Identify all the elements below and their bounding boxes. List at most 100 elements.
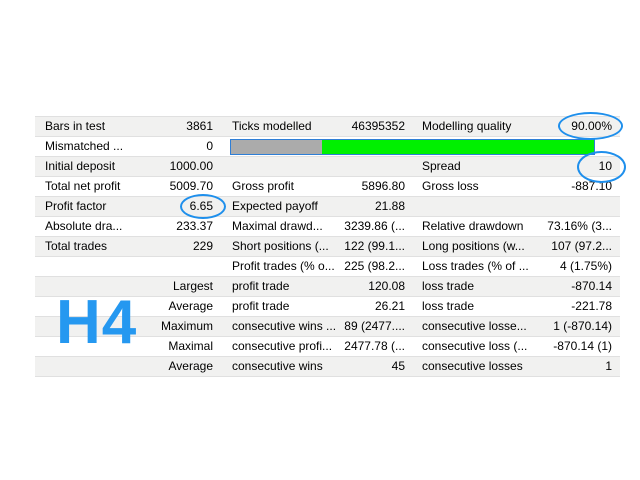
stat-value: -870.14 (1): [553, 339, 612, 353]
stat-value: 90.00%: [571, 119, 612, 133]
stat-label: consecutive losses: [422, 359, 523, 373]
cell-pair: loss trade -221.78: [410, 297, 620, 316]
progress-bar-gray-segment: [231, 139, 323, 154]
stat-value: 120.08: [368, 279, 405, 293]
stat-label: Expected payoff: [232, 199, 318, 213]
stat-label: consecutive loss (...: [422, 339, 528, 353]
stat-label: Long positions (w...: [422, 239, 525, 253]
stat-value: 89 (2477....: [344, 319, 405, 333]
cell-pair: Profit trades (% o... 225 (98.2...: [218, 257, 410, 276]
stat-label: Gross loss: [422, 179, 479, 193]
stat-label: Relative drawdown: [422, 219, 524, 233]
stat-value: Average: [168, 299, 213, 313]
cell-pair: consecutive wins 45: [218, 357, 410, 376]
stat-value: 1: [605, 359, 612, 373]
table-row[interactable]: Maximum consecutive wins ... 89 (2477...…: [35, 317, 620, 337]
cell-pair: Maximum: [35, 317, 218, 336]
stat-label: consecutive wins ...: [232, 319, 337, 333]
stat-value: 1 (-870.14): [553, 319, 612, 333]
cell-pair: Initial deposit 1000.00: [35, 157, 218, 176]
stat-value: 229: [192, 239, 213, 253]
cell-pair: consecutive wins ... 89 (2477....: [218, 317, 410, 336]
cell-pair: Largest: [35, 277, 218, 296]
stat-value: 21.88: [374, 199, 405, 213]
modelling-quality-progress-bar: [230, 138, 595, 155]
stat-value: 2477.78 (...: [344, 339, 405, 353]
cell-pair: consecutive loss (... -870.14 (1): [410, 337, 620, 356]
cell-pair: consecutive losse... 1 (-870.14): [410, 317, 620, 336]
stat-value: 5896.80: [361, 179, 405, 193]
cell-pair: Modelling quality 90.00%: [410, 117, 620, 136]
stat-value: 233.37: [176, 219, 213, 233]
table-row[interactable]: Profit factor 6.65 Expected payoff 21.88: [35, 197, 620, 217]
cell-pair: Long positions (w... 107 (97.2...: [410, 237, 620, 256]
stat-label: Mismatched ...: [45, 139, 124, 153]
cell-pair: Relative drawdown 73.16% (3...: [410, 217, 620, 236]
cell-pair: consecutive losses 1: [410, 357, 620, 376]
stat-value: 3239.86 (...: [344, 219, 405, 233]
stat-value: Maximum: [160, 319, 213, 333]
cell-pair: profit trade 120.08: [218, 277, 410, 296]
stat-value: 225 (98.2...: [344, 259, 405, 273]
table-row[interactable]: Average profit trade 26.21 loss trade -2…: [35, 297, 620, 317]
stat-value: 0: [206, 139, 213, 153]
stat-value: -221.78: [571, 299, 612, 313]
stat-value: 10: [598, 159, 612, 173]
progress-bar-green-segment: [322, 139, 594, 154]
cell-pair: Short positions (... 122 (99.1...: [218, 237, 410, 256]
stat-value: -887.10: [571, 179, 612, 193]
stat-label: consecutive wins: [232, 359, 323, 373]
stat-value: 46395352: [351, 119, 405, 133]
cell-pair: Maximal drawd... 3239.86 (...: [218, 217, 410, 236]
stat-label: consecutive profi...: [232, 339, 333, 353]
cell-pair: Expected payoff 21.88: [218, 197, 410, 216]
stat-label: loss trade: [422, 279, 475, 293]
cell-pair: Average: [35, 297, 218, 316]
cell-pair: Spread 10: [410, 157, 620, 176]
stat-value: 107 (97.2...: [551, 239, 612, 253]
table-row[interactable]: Mismatched ... 0: [35, 137, 620, 157]
table-row[interactable]: Maximal consecutive profi... 2477.78 (..…: [35, 337, 620, 357]
stat-value: 6.65: [189, 199, 213, 213]
cell-pair: [410, 197, 620, 216]
table-row[interactable]: Largest profit trade 120.08 loss trade -…: [35, 277, 620, 297]
cell-pair: Ticks modelled 46395352: [218, 117, 410, 136]
stat-value: 45: [391, 359, 405, 373]
stat-value: 26.21: [374, 299, 405, 313]
stat-value: Largest: [172, 279, 213, 293]
cell-pair: Maximal: [35, 337, 218, 356]
cell-pair: Total net profit 5009.70: [35, 177, 218, 196]
table-row[interactable]: Bars in test 3861 Ticks modelled 4639535…: [35, 117, 620, 137]
table-row[interactable]: Profit trades (% o... 225 (98.2... Loss …: [35, 257, 620, 277]
cell-pair: consecutive profi... 2477.78 (...: [218, 337, 410, 356]
stat-value: 5009.70: [169, 179, 213, 193]
table-row[interactable]: Average consecutive wins 45 consecutive …: [35, 357, 620, 377]
stat-value: -870.14: [571, 279, 612, 293]
cell-pair: profit trade 26.21: [218, 297, 410, 316]
cell-pair: loss trade -870.14: [410, 277, 620, 296]
table-row[interactable]: Absolute dra... 233.37 Maximal drawd... …: [35, 217, 620, 237]
table-row[interactable]: Initial deposit 1000.00 Spread 10: [35, 157, 620, 177]
stat-label: Modelling quality: [422, 119, 512, 133]
stat-label: loss trade: [422, 299, 475, 313]
table-row[interactable]: Total trades 229 Short positions (... 12…: [35, 237, 620, 257]
stat-value: Maximal: [168, 339, 213, 353]
cell-pair: Loss trades (% of ... 4 (1.75%): [410, 257, 620, 276]
tester-report-table: Bars in test 3861 Ticks modelled 4639535…: [35, 116, 620, 377]
stat-label: Profit trades (% o...: [232, 259, 335, 273]
stat-value: Average: [168, 359, 213, 373]
cell-pair: Gross loss -887.10: [410, 177, 620, 196]
stat-label: Gross profit: [232, 179, 295, 193]
cell-pair: Average: [35, 357, 218, 376]
cell-pair: Bars in test 3861: [35, 117, 218, 136]
stat-label: profit trade: [232, 299, 290, 313]
cell-pair: Total trades 229: [35, 237, 218, 256]
stat-label: profit trade: [232, 279, 290, 293]
stat-label: Bars in test: [45, 119, 106, 133]
table-row[interactable]: Total net profit 5009.70 Gross profit 58…: [35, 177, 620, 197]
stat-label: Absolute dra...: [45, 219, 123, 233]
stat-label: Initial deposit: [45, 159, 116, 173]
stat-label: Loss trades (% of ...: [422, 259, 529, 273]
stat-value: 1000.00: [169, 159, 213, 173]
cell-pair: Absolute dra... 233.37: [35, 217, 218, 236]
